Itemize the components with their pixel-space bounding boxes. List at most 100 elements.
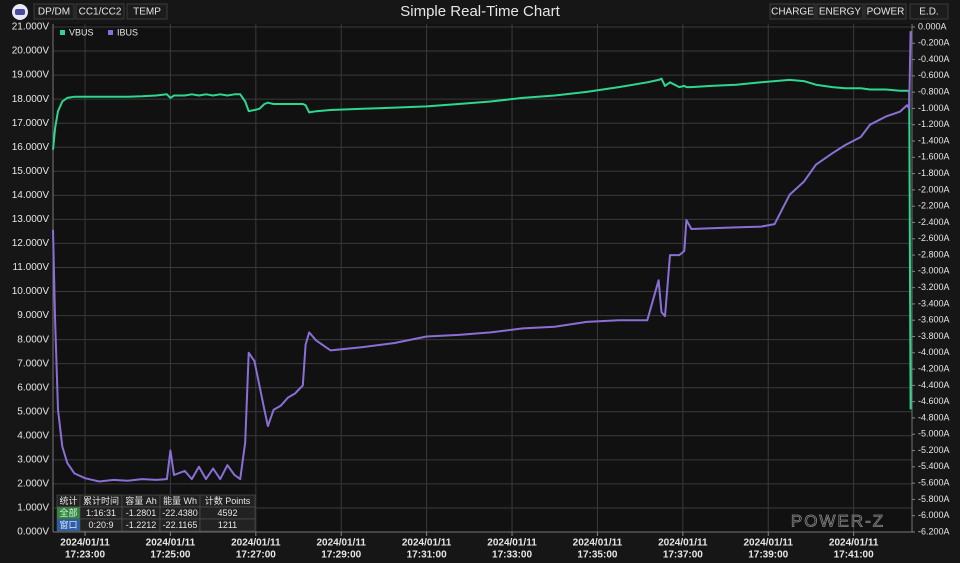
- table-text: 4592: [217, 508, 237, 518]
- toolbar-button[interactable]: [33, 3, 75, 20]
- y-tick-label: 18.000V: [12, 94, 50, 105]
- y2-tick-label: -2.600A: [918, 233, 950, 243]
- toolbar-button-label: DP/DM: [38, 7, 70, 18]
- y2-tick-label: -2.000A: [918, 184, 950, 194]
- x-tick-label: 17:23:00: [65, 550, 105, 561]
- toolbar-button[interactable]: [769, 3, 816, 20]
- toolbar-button-label: TEMP: [133, 7, 161, 18]
- table-text: 统计: [59, 495, 77, 506]
- y-tick-label: 13.000V: [12, 214, 50, 225]
- y2-tick-label: -0.600A: [918, 70, 950, 80]
- toolbar-button[interactable]: [864, 3, 907, 20]
- toolbar-button[interactable]: [816, 3, 864, 20]
- x-tick-label: 17:31:00: [407, 550, 447, 561]
- y-tick-label: 6.000V: [17, 382, 49, 393]
- x-tick-label: 17:29:00: [321, 550, 361, 561]
- y2-tick-label: -3.600A: [918, 315, 950, 325]
- y-tick-label: 5.000V: [17, 406, 49, 417]
- y2-tick-label: -2.200A: [918, 201, 950, 211]
- table-text: 能量 Wh: [163, 495, 197, 506]
- legend-swatch: [108, 30, 113, 35]
- toolbar-button-label: POWER: [867, 7, 905, 18]
- y2-tick-label: -1.200A: [918, 119, 950, 129]
- y-tick-label: 19.000V: [12, 70, 50, 81]
- y2-tick-label: -0.200A: [918, 38, 950, 48]
- toolbar-button-label: ENERGY: [819, 7, 862, 18]
- y2-tick-label: -3.400A: [918, 298, 950, 308]
- y2-tick-label: -2.400A: [918, 217, 950, 227]
- y2-tick-label: 0.000A: [918, 21, 947, 31]
- y-tick-label: 0.000V: [17, 527, 49, 538]
- x-tick-label: 2024/01/11: [146, 538, 196, 549]
- y2-tick-label: -2.800A: [918, 249, 950, 259]
- y2-tick-label: -6.200A: [918, 526, 950, 536]
- y-tick-label: 4.000V: [17, 430, 49, 441]
- plot-area: [53, 24, 912, 532]
- y2-tick-label: -5.400A: [918, 461, 950, 471]
- table-text: 容量 Ah: [125, 495, 157, 506]
- y2-tick-label: -1.400A: [918, 135, 950, 145]
- x-tick-label: 2024/01/11: [402, 538, 452, 549]
- x-tick-label: 2024/01/11: [487, 538, 537, 549]
- y2-tick-label: -4.600A: [918, 396, 950, 406]
- toolbar-button[interactable]: [75, 3, 125, 20]
- chart-title: Simple Real-Time Chart: [400, 3, 560, 20]
- y-tick-label: 11.000V: [12, 262, 49, 273]
- x-tick-label: 2024/01/11: [231, 538, 281, 549]
- y2-tick-label: -0.800A: [918, 87, 950, 97]
- toolbar-button[interactable]: [909, 3, 949, 20]
- table-text: -22.4380: [162, 508, 198, 518]
- table-text: -1.2212: [126, 520, 157, 530]
- y2-tick-label: -4.200A: [918, 363, 950, 373]
- toolbar-button[interactable]: [126, 3, 168, 20]
- y-tick-label: 12.000V: [12, 238, 50, 249]
- legend-swatch: [60, 30, 65, 35]
- y2-tick-label: -1.800A: [918, 168, 950, 178]
- y-tick-label: 8.000V: [17, 334, 49, 345]
- y2-tick-label: -1.600A: [918, 152, 950, 162]
- y-tick-label: 1.000V: [17, 503, 49, 514]
- y-tick-label: 15.000V: [12, 166, 50, 177]
- logo: POWER-Z: [791, 511, 885, 530]
- y-tick-label: 3.000V: [17, 454, 49, 465]
- x-tick-label: 2024/01/11: [658, 538, 708, 549]
- y-tick-label: 21.000V: [12, 22, 50, 33]
- y2-tick-label: -5.200A: [918, 445, 950, 455]
- x-tick-label: 17:33:00: [492, 550, 532, 561]
- y-tick-label: 10.000V: [12, 286, 50, 297]
- x-tick-label: 2024/01/11: [573, 538, 623, 549]
- x-tick-label: 17:35:00: [577, 550, 617, 561]
- table-text: -1.2801: [126, 508, 157, 518]
- x-tick-label: 2024/01/11: [60, 538, 110, 549]
- toolbar-button-label: CC1/CC2: [79, 7, 122, 18]
- legend-label: IBUS: [117, 27, 138, 37]
- x-tick-label: 17:37:00: [663, 550, 703, 561]
- x-tick-label: 2024/01/11: [316, 538, 366, 549]
- legend-label: VBUS: [69, 27, 94, 37]
- toolbar-button-label: CHARGE: [771, 7, 814, 18]
- toolbar-button-label: E.D.: [919, 7, 938, 18]
- x-tick-label: 2024/01/11: [829, 538, 879, 549]
- y-tick-label: 17.000V: [12, 118, 50, 129]
- y-tick-label: 2.000V: [17, 479, 49, 490]
- y2-tick-label: -3.000A: [918, 266, 950, 276]
- x-tick-label: 2024/01/11: [743, 538, 793, 549]
- table-text: -22.1165: [163, 520, 198, 530]
- y2-tick-label: -5.600A: [918, 478, 950, 488]
- x-tick-label: 17:39:00: [748, 550, 788, 561]
- table-text: 全部: [59, 507, 77, 518]
- y-tick-label: 9.000V: [17, 310, 49, 321]
- y2-tick-label: -3.800A: [918, 331, 950, 341]
- y2-tick-label: -3.200A: [918, 282, 950, 292]
- y2-tick-label: -0.400A: [918, 54, 950, 64]
- table-text: 累计时间: [83, 495, 119, 506]
- x-tick-label: 17:41:00: [834, 550, 874, 561]
- y2-tick-label: -4.800A: [918, 412, 950, 422]
- table-text: 0:20:9: [88, 520, 113, 530]
- y2-tick-label: -5.000A: [918, 429, 950, 439]
- y-tick-label: 14.000V: [12, 190, 50, 201]
- app-icon-glyph: [15, 9, 25, 15]
- series-line: [52, 31, 912, 483]
- table-text: 1:16:31: [86, 508, 116, 518]
